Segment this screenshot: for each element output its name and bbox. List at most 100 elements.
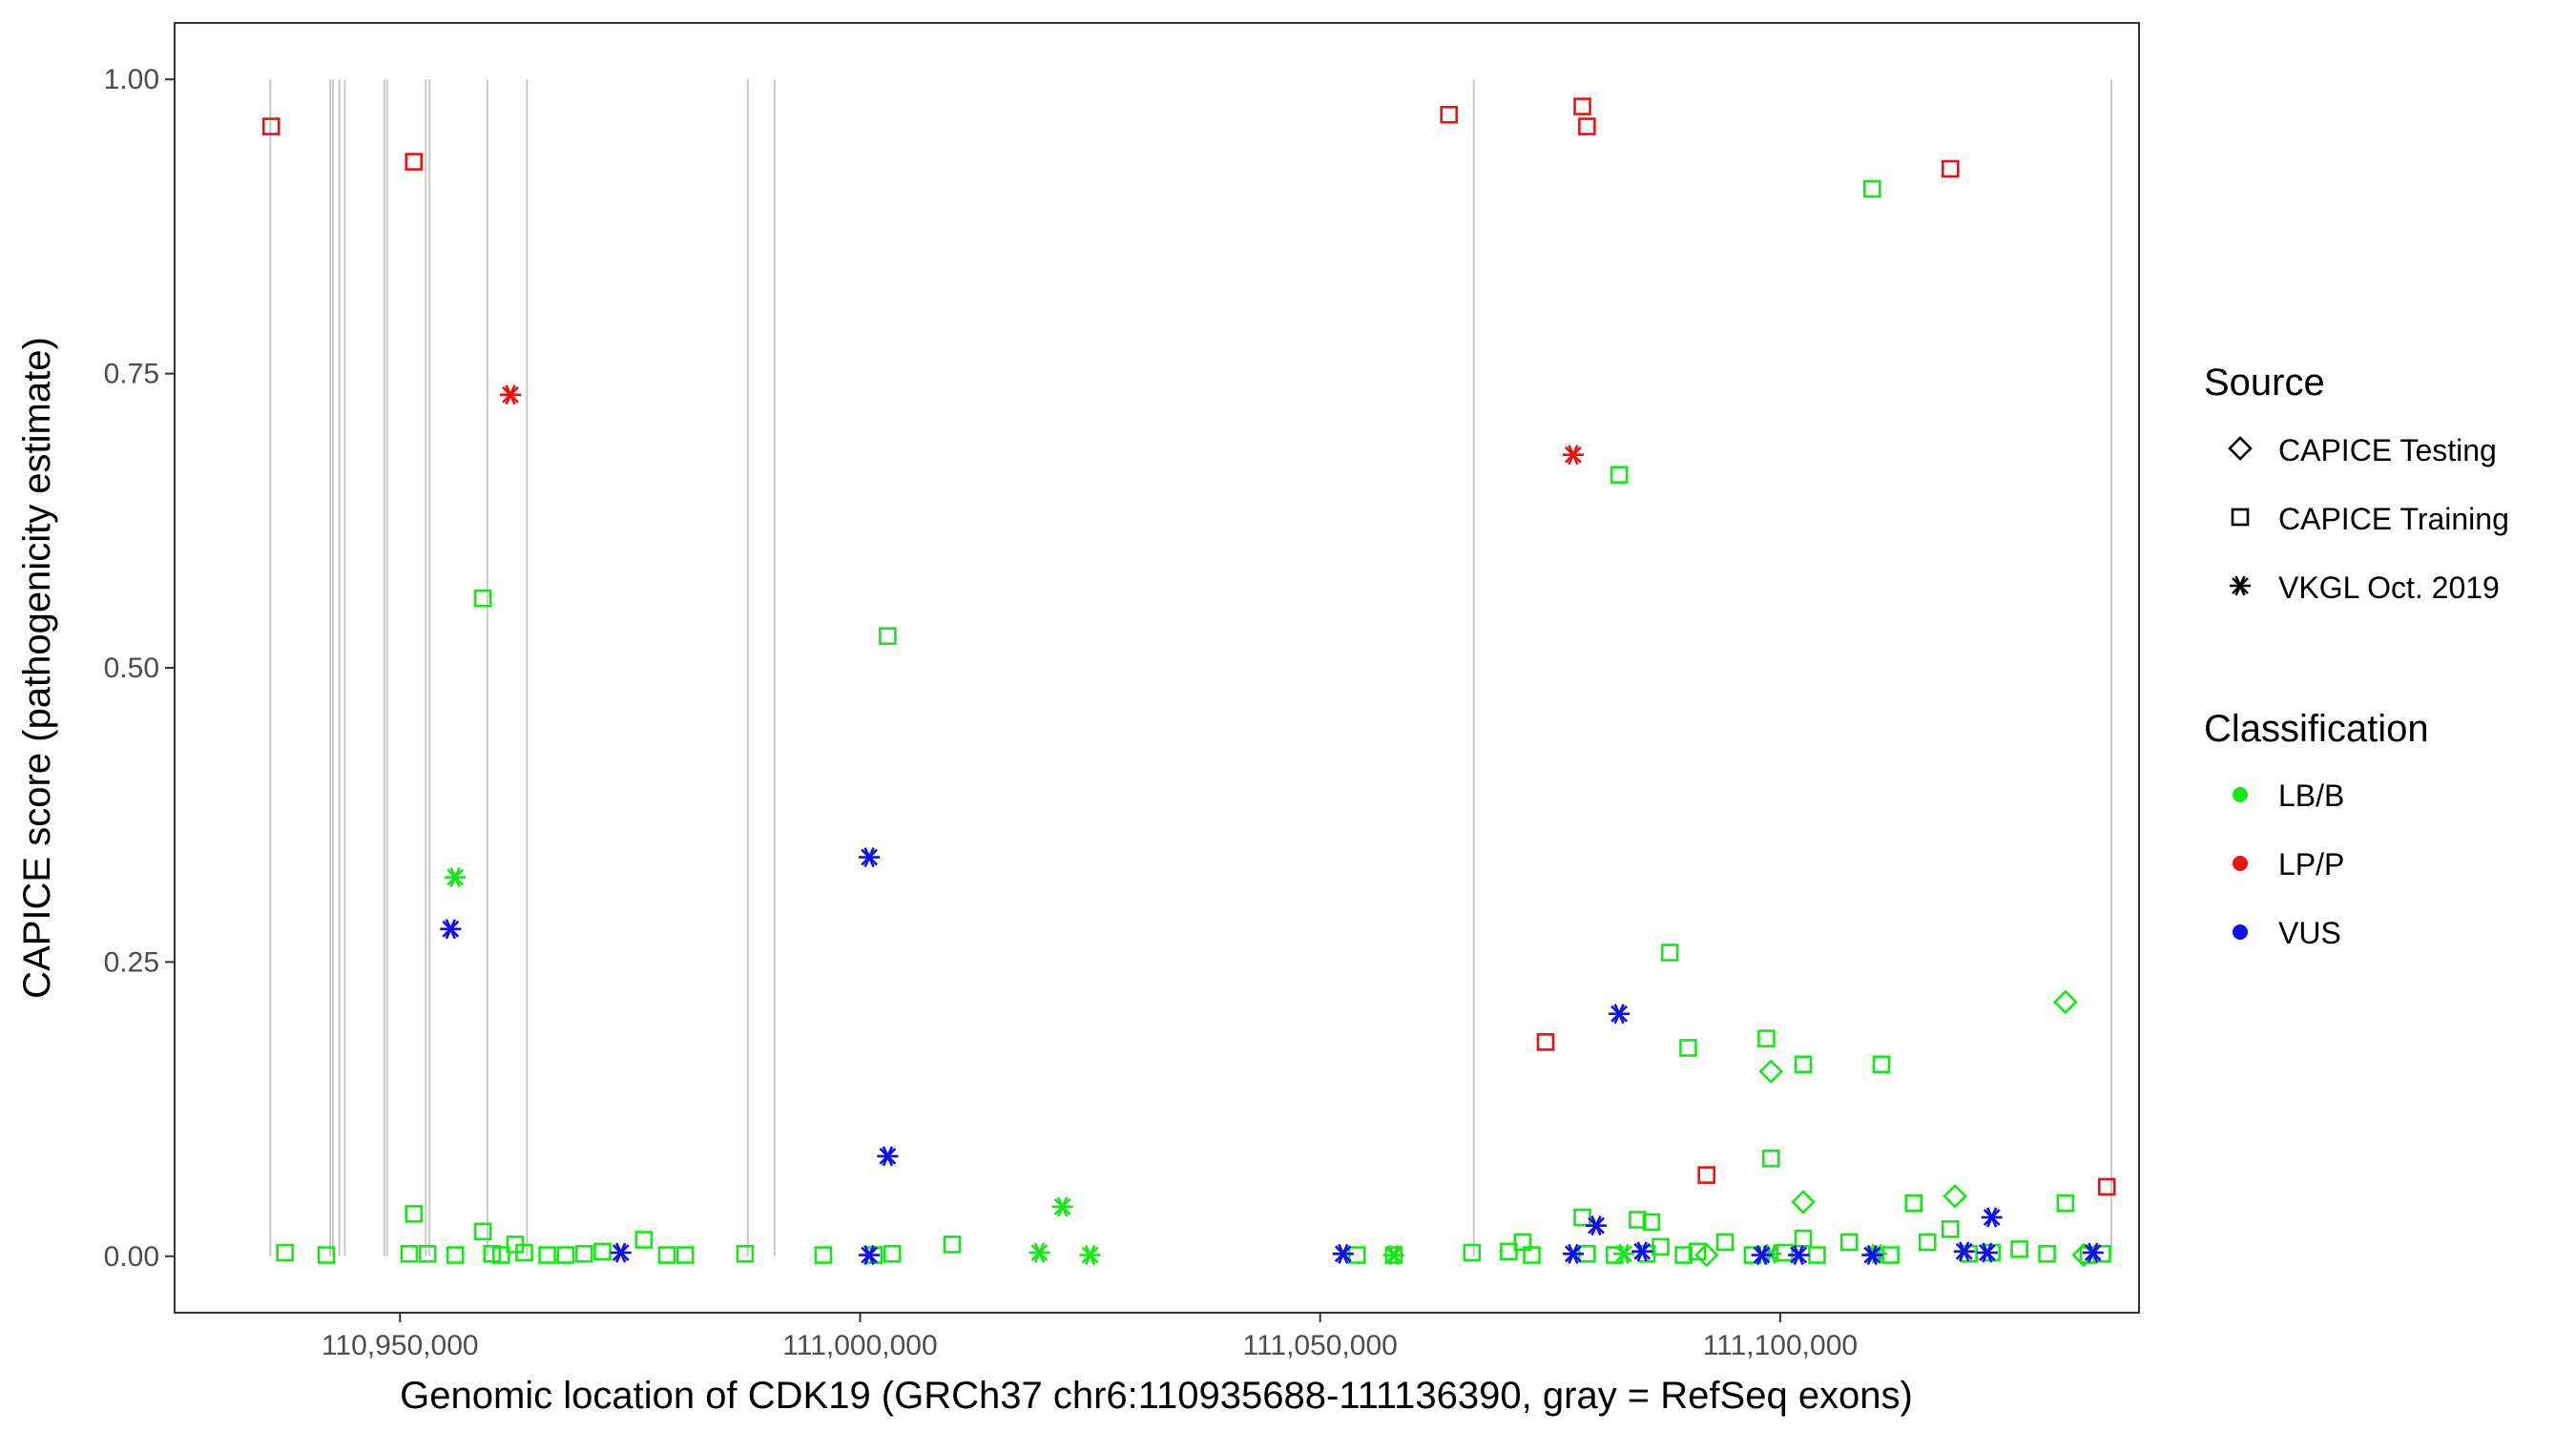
data-point <box>1536 1032 1555 1051</box>
data-point <box>1513 1233 1532 1252</box>
data-point <box>492 1246 510 1264</box>
data-point <box>574 1245 593 1263</box>
plot-panel-border <box>174 22 2140 1314</box>
data-point <box>634 1231 654 1249</box>
data-point <box>1500 1242 1518 1261</box>
data-point <box>483 1245 502 1263</box>
data-point <box>400 1245 419 1263</box>
data-point <box>1791 1190 1816 1214</box>
legend-label-vkgl-oct-2019: VKGL Oct. 2019 <box>2278 570 2500 605</box>
data-point <box>1715 1233 1735 1252</box>
data-point <box>261 117 280 135</box>
exon-lines <box>269 79 2113 1256</box>
data-point <box>1863 179 1881 198</box>
data-point <box>1578 117 1596 135</box>
data-point <box>1941 1220 1960 1238</box>
y-tick-label: 0.50 <box>104 653 159 684</box>
y-axis-title: CAPICE score (pathogenicity estimate) <box>16 337 58 999</box>
data-point <box>1953 1241 1975 1262</box>
data-point <box>943 1235 962 1254</box>
y-tick-label: 1.00 <box>104 64 159 95</box>
data-point <box>879 627 897 645</box>
data-point <box>473 589 492 608</box>
data-point <box>883 1245 902 1263</box>
x-tick-label: 110,950,000 <box>322 1330 479 1361</box>
data-point <box>1751 1245 1773 1266</box>
data-point <box>1697 1166 1716 1184</box>
legend-key-square <box>2231 508 2250 527</box>
data-point <box>2082 1242 2104 1263</box>
y-axis: 0.00 0.25 0.50 0.75 1.00 <box>104 64 175 1273</box>
data-point <box>1609 1004 1631 1025</box>
data-point <box>1612 1243 1634 1264</box>
data-point <box>1586 1215 1608 1236</box>
legend-key-dot <box>2233 787 2248 802</box>
data-point <box>1918 1233 1937 1252</box>
data-point <box>1761 1150 1780 1168</box>
data-point <box>276 1243 295 1262</box>
data-point <box>1981 1207 2003 1228</box>
legend-title-classification: Classification <box>2204 708 2429 750</box>
data-point <box>405 1205 424 1223</box>
data-point <box>1679 1039 1697 1057</box>
data-point <box>1028 1242 1050 1263</box>
data-point <box>418 1245 437 1263</box>
data-point <box>1562 1243 1584 1264</box>
series-square-lp-p <box>261 97 2116 1196</box>
x-tick-label: 111,050,000 <box>1242 1330 1397 1361</box>
legend-label-capice-training: CAPICE Training <box>2278 502 2509 536</box>
data-point <box>675 1246 695 1264</box>
data-point <box>1794 1055 1813 1074</box>
data-point <box>1757 1029 1776 1047</box>
data-point <box>500 384 522 405</box>
x-axis-title: Genomic location of CDK19 (GRCh37 chr6:1… <box>400 1375 1913 1417</box>
data-point <box>1332 1243 1354 1264</box>
data-point <box>1904 1193 1923 1213</box>
legend-label-vus: VUS <box>2278 916 2341 950</box>
data-point <box>593 1242 612 1261</box>
y-tick-label: 0.00 <box>104 1241 159 1273</box>
data-point <box>445 867 467 888</box>
y-tick-label: 0.25 <box>104 946 159 978</box>
x-tick-label: 111,100,000 <box>1703 1330 1858 1361</box>
legend-class-keys <box>2233 787 2248 940</box>
data-point <box>2010 1240 2028 1258</box>
data-point <box>1693 1242 1719 1268</box>
data-point <box>1941 159 1960 178</box>
data-point <box>1976 1242 1998 1263</box>
legend-label-lb-b: LB/B <box>2278 778 2344 813</box>
data-point <box>1861 1245 1883 1266</box>
y-tick-label: 0.75 <box>104 359 159 390</box>
data-point <box>515 1243 533 1262</box>
data-point <box>859 847 881 868</box>
data-point <box>1051 1196 1073 1217</box>
data-point <box>814 1246 833 1264</box>
data-point <box>538 1246 556 1264</box>
legend-title-source: Source <box>2204 362 2325 404</box>
legend-key-asterisk <box>2230 575 2251 596</box>
data-point <box>1788 1245 1810 1266</box>
data-point <box>1642 1213 1661 1232</box>
series-diamond-lb-b <box>1693 989 2096 1268</box>
data-point <box>610 1242 632 1263</box>
data-point <box>1688 1242 1707 1261</box>
legend-key-diamond <box>2228 436 2253 461</box>
data-point <box>1610 466 1629 484</box>
data-point <box>405 153 424 171</box>
data-point <box>1872 1055 1891 1074</box>
data-point <box>1440 105 1458 124</box>
data-point <box>2053 989 2078 1015</box>
data-point <box>1758 1059 1784 1084</box>
series-asterisk-vus <box>440 847 2104 1266</box>
legend-key-dot <box>2233 856 2248 871</box>
legend-label-capice-testing: CAPICE Testing <box>2278 433 2497 467</box>
data-point <box>1674 1246 1693 1264</box>
data-point <box>1808 1246 1826 1264</box>
data-point <box>2097 1177 2116 1196</box>
legend-source-keys <box>2228 436 2253 596</box>
data-point <box>1573 97 1591 115</box>
data-point <box>1839 1233 1859 1252</box>
data-point <box>317 1246 336 1264</box>
data-point <box>859 1245 881 1266</box>
